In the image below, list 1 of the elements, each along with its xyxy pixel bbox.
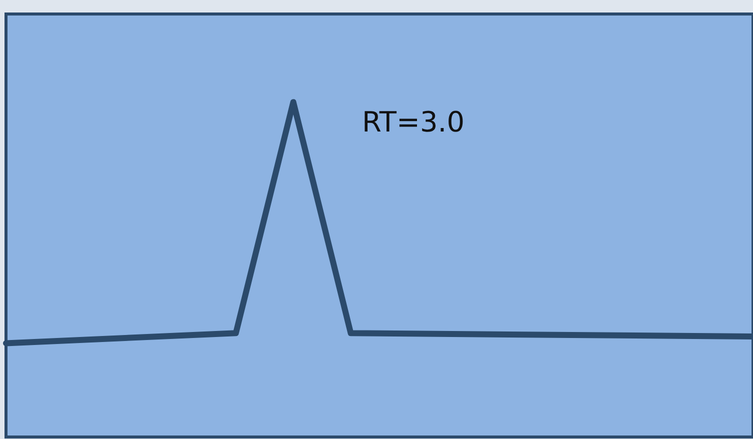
- annotation: RT=3.0: [362, 106, 465, 138]
